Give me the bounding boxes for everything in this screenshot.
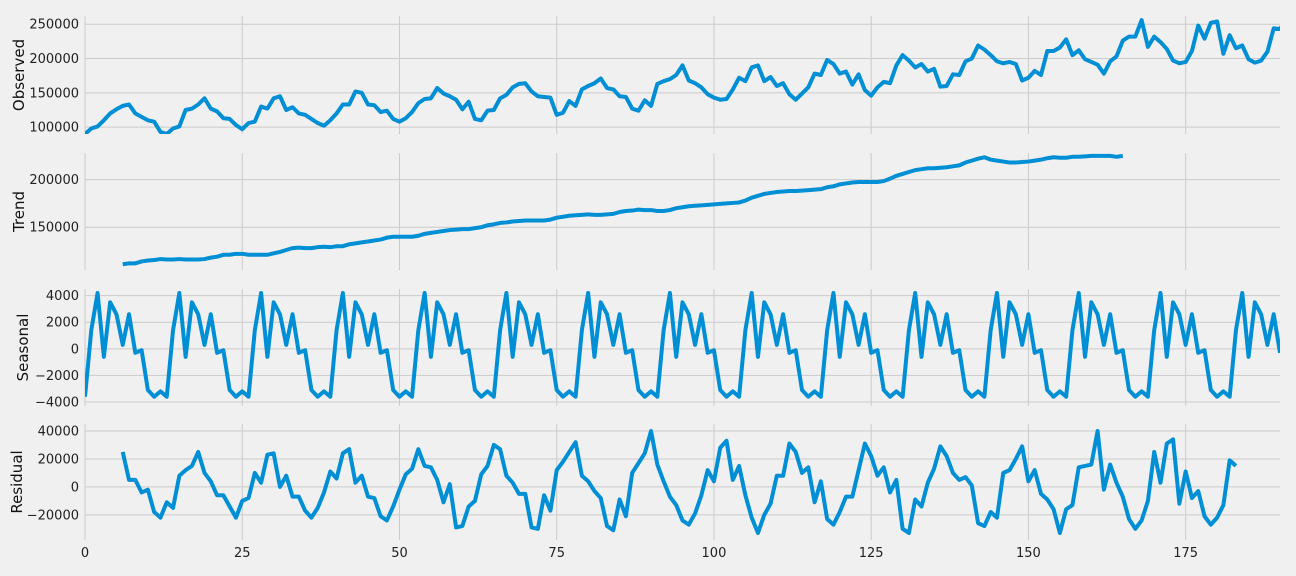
y-tick-label: 250000 [29, 18, 79, 33]
series-line-observed [85, 18, 1280, 134]
y-tick-label: 150000 [29, 221, 79, 236]
y-tick-label: 150000 [29, 86, 79, 101]
x-tick-label: 175 [1173, 546, 1198, 561]
x-tick-label: 75 [548, 546, 565, 561]
x-tick-label: 125 [859, 546, 884, 561]
series-line-resid [120, 428, 1238, 536]
x-tick-label: 0 [81, 546, 89, 561]
y-tick-label: 200000 [29, 173, 79, 188]
y-tick-label: 200000 [29, 52, 79, 67]
y-axis-label: Observed [10, 39, 28, 111]
y-tick-label: 4000 [46, 289, 79, 304]
panel-resid: −20000 0 20000 40000 Residual 0 25 50 75 100 125 15… [8, 424, 1280, 561]
x-tick-label: 100 [702, 546, 727, 561]
x-tick-label: 150 [1016, 546, 1041, 561]
y-tick-label: 2000 [46, 316, 79, 331]
x-tick-label: 25 [234, 546, 251, 561]
series-line-seasonal [85, 290, 1280, 399]
y-axis-label: Seasonal [14, 314, 32, 382]
y-tick-label: −2000 [35, 369, 79, 384]
x-tick-label: 50 [391, 546, 408, 561]
y-axis-label: Residual [8, 450, 26, 513]
y-tick-label: 40000 [38, 424, 79, 439]
series-line-trend [122, 153, 1124, 267]
y-tick-label: 0 [71, 480, 79, 495]
y-tick-label: 20000 [38, 452, 79, 467]
y-tick-label: 100000 [29, 121, 79, 136]
panel-seasonal: −4000 −2000 0 2000 4000 Seasonal [14, 289, 1280, 411]
y-axis-label: Trend [10, 191, 28, 233]
y-tick-label: −4000 [35, 396, 79, 411]
y-tick-label: 0 [71, 342, 79, 357]
y-tick-label: −20000 [27, 508, 79, 523]
